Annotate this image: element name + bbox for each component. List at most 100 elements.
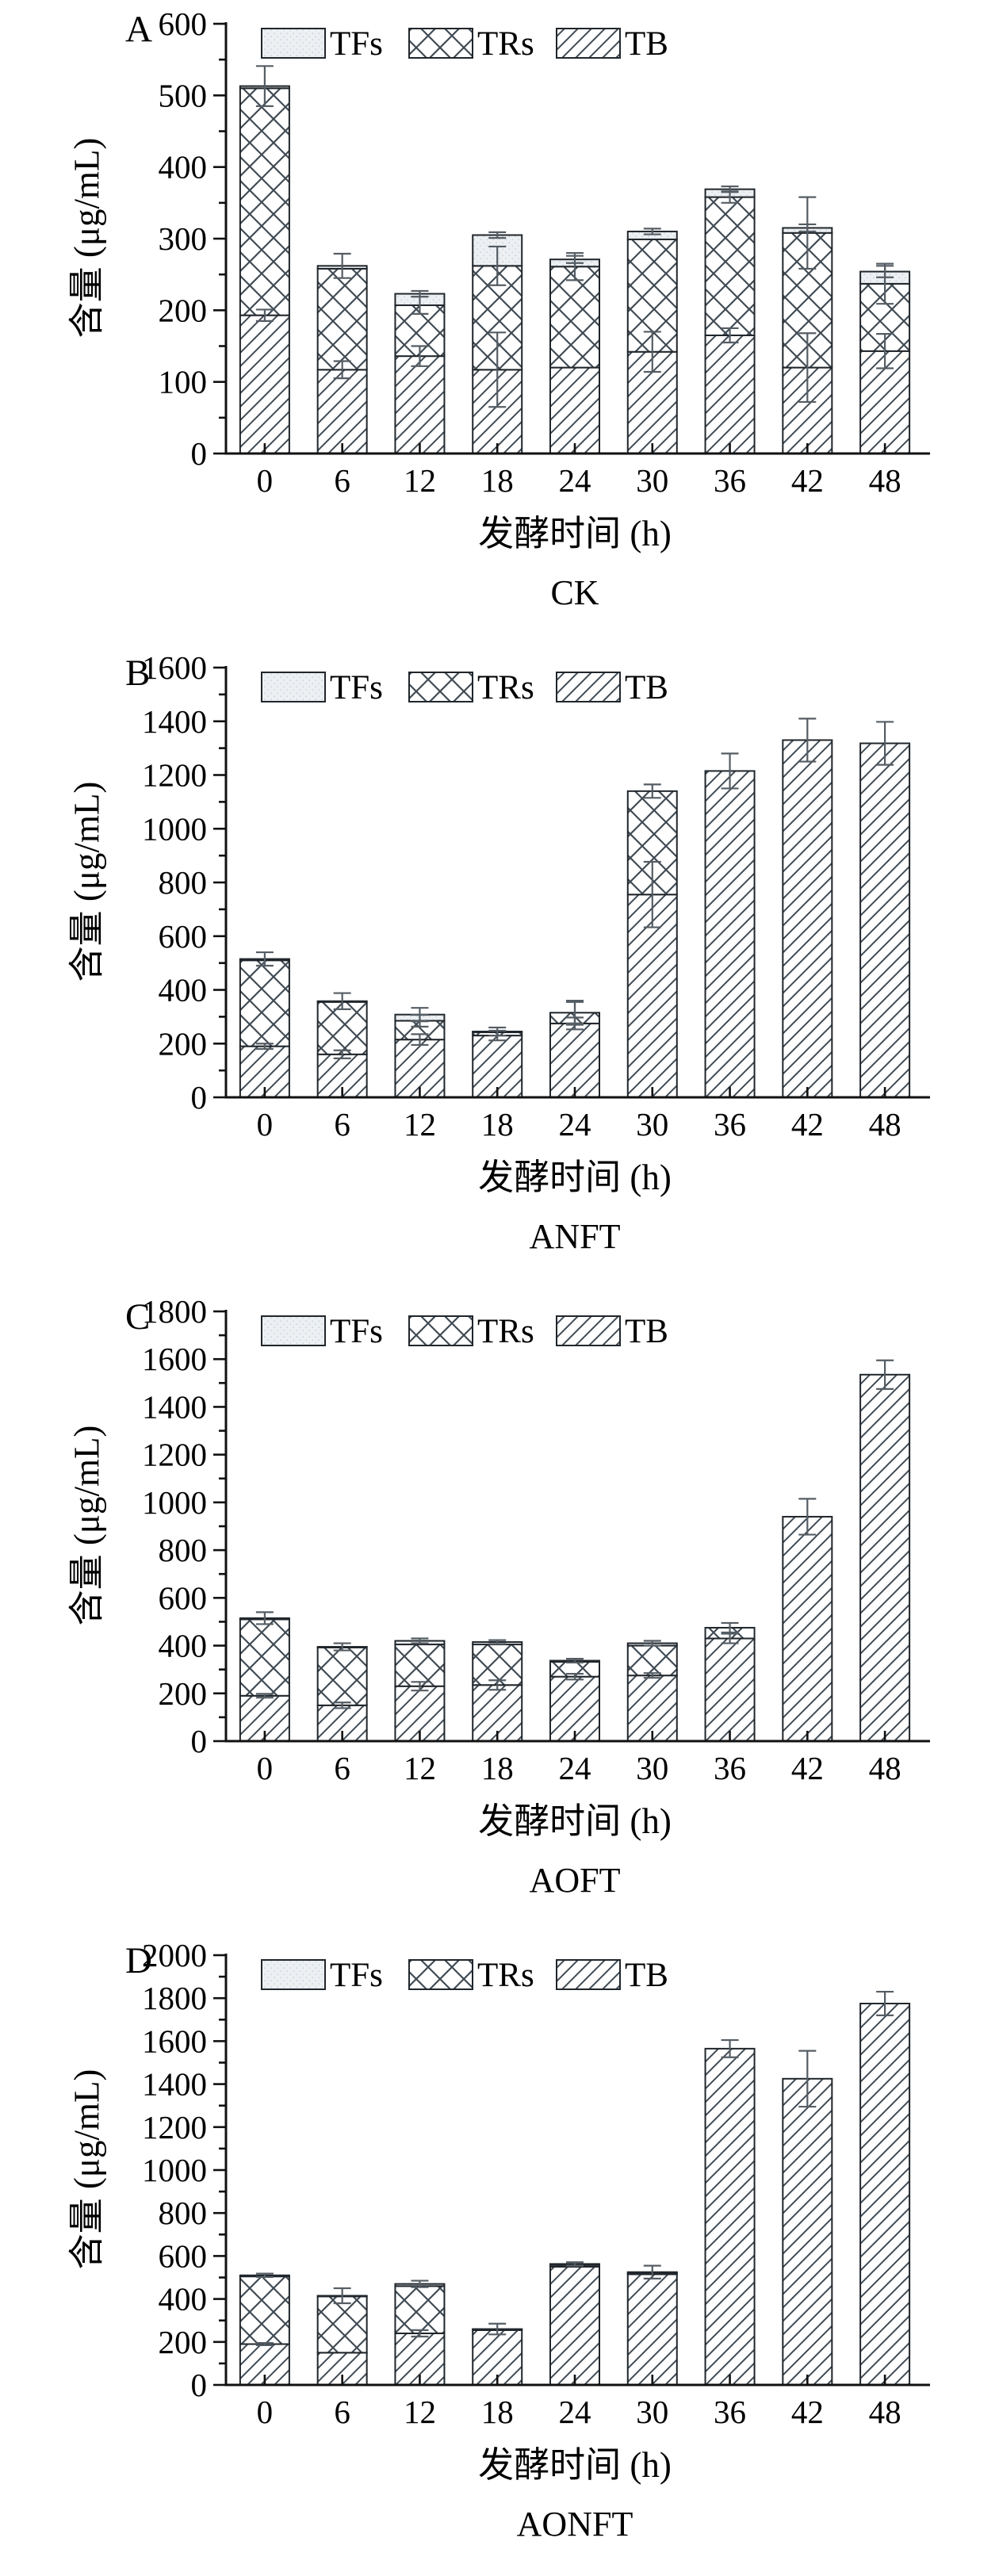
x-axis-label: 发酵时间 (h) — [478, 1158, 672, 1197]
x-tick-label: 36 — [714, 2394, 746, 2430]
plot-aonft: 0 200 400 600 800 1000 1200 1400 1600 1800 2000 0 6 1… — [142, 1937, 930, 2430]
y-tick-label: 1000 — [142, 810, 207, 847]
error-bar — [721, 327, 739, 344]
x-tick-label: 18 — [481, 1106, 514, 1143]
x-axis-label: 发酵时间 (h) — [478, 514, 672, 553]
y-tick-label: 0 — [191, 1723, 208, 1759]
bar-anft-24-tb — [549, 1022, 600, 1098]
error-bar — [798, 223, 817, 233]
error-bar — [411, 1637, 429, 1644]
y-tick-label: 100 — [159, 364, 208, 400]
bar-ck-36-trs — [704, 196, 756, 336]
bar-ck-36-tb — [704, 334, 756, 455]
x-tick-label: 0 — [257, 2394, 274, 2430]
x-tick-label: 30 — [636, 1750, 668, 1786]
legend-label-tb: TB — [625, 1957, 668, 1994]
error-bar — [488, 2322, 507, 2336]
error-bar — [876, 265, 894, 278]
bar-ck-12-tb — [394, 355, 446, 454]
error-bar — [488, 1679, 507, 1691]
y-tick-label: 1200 — [142, 1437, 207, 1473]
x-tick-label: 42 — [791, 2394, 824, 2430]
legend-swatch-tb — [556, 1959, 621, 1990]
bar-ck-6-tb — [316, 369, 368, 454]
x-tick-label: 12 — [404, 1750, 436, 1786]
error-bar — [333, 1642, 351, 1652]
legend-label-tb: TB — [625, 1313, 668, 1350]
group-label-anft: ANFT — [529, 1217, 621, 1256]
y-tick-label: 0 — [191, 1079, 208, 1116]
y-axis-label: 含量 (μg/mL) — [67, 137, 107, 339]
bar-aonft-12-trs — [394, 2285, 446, 2334]
y-tick-label: 1800 — [142, 1293, 207, 1330]
error-bar — [333, 992, 351, 1010]
x-tick-label: 0 — [257, 462, 274, 499]
y-tick-label: 1200 — [142, 757, 207, 794]
error-bar — [488, 331, 507, 408]
legend-label-tfs: TFs — [330, 1957, 383, 1994]
error-bar — [255, 2272, 274, 2279]
bars-group — [239, 1990, 911, 2387]
y-tick-label: 2000 — [142, 1937, 207, 1973]
bar-aonft-24-tb — [549, 2265, 600, 2387]
bars-group — [239, 65, 911, 455]
y-tick-label: 200 — [159, 1675, 208, 1712]
y-tick-label: 200 — [159, 292, 208, 328]
error-bar — [643, 331, 661, 373]
error-bar — [721, 1632, 739, 1644]
legend-swatch-trs — [408, 28, 473, 59]
plot-aoft: 0 200 400 600 800 1000 1200 1400 1600 1800 0 6 12 18 2… — [142, 1293, 930, 1786]
y-ticks: 0 200 400 600 800 1000 1200 1400 1600 — [142, 649, 226, 1116]
y-tick-label: 1200 — [142, 2109, 207, 2145]
error-bar — [721, 752, 739, 790]
plot-ck: 0 100 200 300 400 500 600 0 6 12 18 24 30 36 42 48 TFs TR… — [159, 6, 930, 499]
error-bar — [333, 1701, 351, 1709]
legend: TFs TRs TB — [261, 1313, 668, 1350]
bar-aoft-30-tb — [626, 1675, 678, 1743]
error-bar — [876, 333, 894, 369]
y-tick-label: 600 — [159, 6, 208, 42]
bar-aoft-48-tb — [859, 1373, 911, 1743]
x-tick-label: 0 — [257, 1106, 274, 1143]
error-bar — [721, 2038, 739, 2058]
y-tick-label: 1000 — [142, 1484, 207, 1521]
y-tick-label: 600 — [159, 918, 208, 955]
bar-anft-30-tb — [626, 894, 678, 1098]
x-tick-label: 12 — [404, 462, 436, 499]
x-tick-label: 6 — [334, 2394, 350, 2430]
bar-ck-0-trs — [239, 87, 290, 316]
x-tick-label: 18 — [481, 2394, 514, 2430]
bar-aoft-6-trs — [316, 1646, 368, 1706]
y-tick-label: 400 — [159, 972, 208, 1009]
x-ticks: 0 6 12 18 24 30 36 42 48 — [257, 1731, 901, 1786]
error-bar — [643, 1672, 661, 1679]
error-bar — [411, 2279, 429, 2288]
error-bar — [566, 255, 584, 264]
group-label-ck: CK — [550, 573, 599, 612]
error-bar — [333, 252, 351, 279]
panel-aonft: 0 200 400 600 800 1000 1200 1400 1600 1800 2000 0 6 1… — [0, 1931, 999, 2576]
x-tick-label: 42 — [791, 1106, 824, 1143]
x-tick-label: 36 — [714, 462, 746, 499]
error-bar — [721, 1621, 739, 1634]
bar-aonft-0-trs — [239, 2276, 290, 2345]
error-bar — [411, 289, 429, 298]
error-bar — [566, 2261, 584, 2267]
legend-swatch-trs — [408, 672, 473, 702]
y-tick-label: 400 — [159, 1628, 208, 1664]
y-ticks: 0 100 200 300 400 500 600 — [159, 6, 226, 472]
error-bar — [643, 2264, 661, 2279]
x-tick-label: 42 — [791, 462, 824, 499]
x-tick-label: 6 — [334, 1750, 350, 1786]
error-bar — [488, 1026, 507, 1037]
legend-label-tb: TB — [625, 669, 668, 706]
error-bar — [876, 1990, 894, 2016]
error-bar — [333, 360, 351, 380]
error-bar — [411, 1681, 429, 1692]
legend-label-tb: TB — [625, 25, 668, 63]
x-tick-label: 30 — [636, 1106, 668, 1143]
y-axis-label: 含量 (μg/mL) — [67, 2069, 107, 2270]
legend-label-trs: TRs — [477, 25, 534, 63]
x-tick-label: 0 — [257, 1750, 274, 1786]
error-bar — [411, 1007, 429, 1023]
